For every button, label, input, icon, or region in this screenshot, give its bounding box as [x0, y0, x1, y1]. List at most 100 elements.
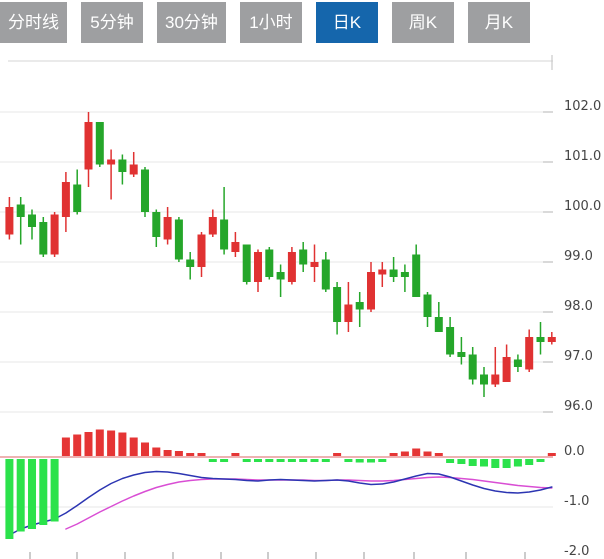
macd-bar	[197, 453, 206, 456]
candle[interactable]	[265, 247, 274, 280]
tab-weekly-k[interactable]: 周K	[391, 2, 454, 43]
candle-body	[50, 214, 59, 255]
macd-bar	[457, 459, 466, 464]
candle[interactable]	[378, 262, 387, 287]
candle[interactable]	[547, 332, 556, 345]
candle-body	[231, 242, 240, 252]
candle[interactable]	[163, 207, 172, 245]
macd-bar	[525, 459, 534, 465]
candle[interactable]	[174, 217, 183, 262]
candle-body	[254, 252, 262, 282]
candle[interactable]	[197, 232, 206, 277]
candle[interactable]	[513, 354, 522, 373]
candle-body	[367, 272, 375, 310]
candle-body	[242, 244, 251, 282]
macd-bar	[299, 459, 308, 462]
candle-body	[186, 259, 195, 267]
tab-30min[interactable]: 30分钟	[157, 2, 226, 43]
macd-bar	[276, 459, 285, 462]
macd-bar	[389, 453, 398, 456]
candle[interactable]	[287, 247, 296, 285]
macd-bar	[163, 450, 172, 456]
candle[interactable]	[355, 292, 364, 327]
candle[interactable]	[242, 244, 251, 285]
candle-body	[197, 234, 206, 267]
candle-body	[39, 222, 48, 255]
price-axis-label: 100.0	[564, 199, 601, 214]
macd-bar	[16, 459, 25, 532]
tab-monthly-k[interactable]: 月K	[467, 2, 530, 43]
candle[interactable]	[152, 209, 161, 248]
macd-bar	[480, 459, 488, 467]
macd-bar	[231, 453, 240, 456]
candle[interactable]	[84, 112, 93, 187]
candle[interactable]	[39, 217, 48, 257]
candle-body	[525, 337, 534, 370]
candle[interactable]	[95, 122, 104, 167]
candle-body	[480, 374, 488, 385]
tab-time-line[interactable]: 分时线	[0, 2, 67, 43]
candle[interactable]	[434, 302, 443, 332]
macd-bar	[107, 430, 116, 456]
macd-bar	[547, 453, 556, 456]
candle[interactable]	[321, 252, 330, 292]
candle[interactable]	[480, 367, 488, 397]
candle[interactable]	[254, 249, 262, 293]
candle[interactable]	[107, 149, 116, 200]
candle[interactable]	[468, 347, 477, 385]
candle-body	[355, 302, 364, 310]
tab-5min[interactable]: 5分钟	[81, 2, 143, 43]
price-axis-label: 97.0	[564, 349, 593, 364]
candle[interactable]	[412, 244, 421, 298]
macd-bar	[39, 459, 48, 525]
candle[interactable]	[367, 262, 375, 312]
tab-1hour[interactable]: 1小时	[239, 2, 302, 43]
candle[interactable]	[208, 209, 217, 238]
candle[interactable]	[276, 264, 285, 298]
candle[interactable]	[61, 172, 70, 232]
candle[interactable]	[50, 212, 59, 257]
macd-histogram	[5, 429, 556, 539]
candle[interactable]	[118, 154, 127, 185]
candle[interactable]	[299, 242, 308, 272]
candle[interactable]	[16, 197, 25, 245]
candle[interactable]	[333, 282, 342, 335]
candle-body	[468, 354, 477, 380]
candle[interactable]	[231, 232, 240, 257]
macd-bar	[254, 459, 262, 462]
candle[interactable]	[423, 292, 432, 327]
candle[interactable]	[525, 329, 534, 373]
candle[interactable]	[344, 282, 353, 332]
candle[interactable]	[446, 317, 455, 357]
candle[interactable]	[536, 322, 545, 355]
macd-bar	[367, 459, 375, 463]
candle-body	[299, 249, 308, 265]
candle-body	[208, 217, 217, 235]
candle[interactable]	[186, 252, 195, 280]
macd-axis-label: -2.0	[564, 544, 589, 559]
candle-body	[400, 272, 409, 277]
macd-bar	[333, 453, 342, 456]
macd-bar	[73, 434, 82, 456]
tab-daily-k[interactable]: 日K	[315, 2, 378, 43]
candle[interactable]	[389, 257, 398, 282]
macd-bar	[129, 437, 138, 456]
candle[interactable]	[5, 197, 14, 240]
candle[interactable]	[400, 264, 409, 293]
candle-body	[152, 212, 161, 237]
candle[interactable]	[73, 169, 82, 215]
candle[interactable]	[141, 167, 149, 217]
candle-body	[141, 169, 149, 212]
candle[interactable]	[28, 209, 36, 240]
candle[interactable]	[129, 152, 138, 177]
macd-bar	[141, 442, 149, 456]
candle[interactable]	[491, 347, 500, 387]
macd-bar	[412, 448, 421, 456]
candle[interactable]	[457, 337, 466, 365]
candle[interactable]	[310, 244, 319, 283]
candle-body	[446, 327, 455, 355]
candle[interactable]	[502, 344, 511, 383]
candle[interactable]	[220, 187, 229, 255]
macd-bar	[310, 459, 319, 462]
